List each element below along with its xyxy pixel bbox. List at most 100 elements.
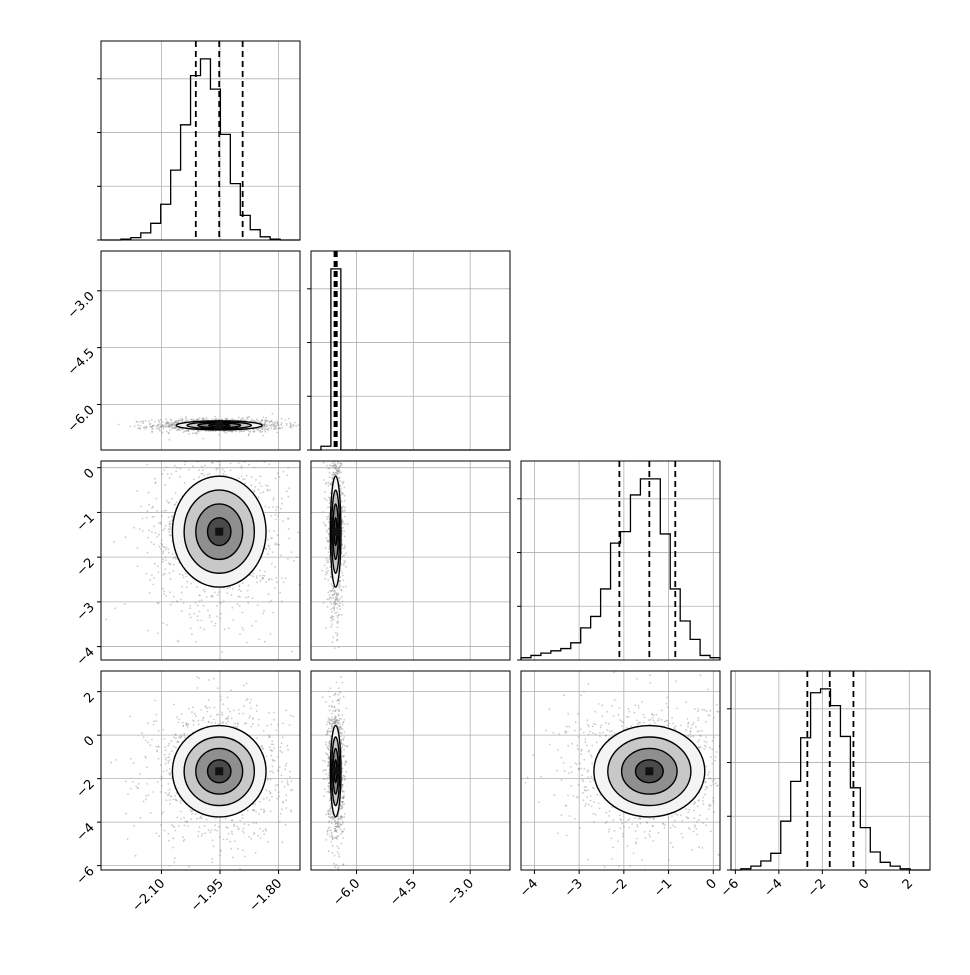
- scatter-point: [264, 571, 266, 573]
- scatter-point: [226, 432, 228, 434]
- scatter-point: [231, 717, 233, 719]
- scatter-point: [160, 824, 162, 826]
- scatter-point: [286, 780, 288, 782]
- scatter-point: [254, 486, 256, 488]
- histogram-step-p3: [521, 479, 720, 660]
- scatter-point: [267, 841, 269, 843]
- scatter-point: [269, 746, 271, 748]
- scatter-point: [338, 454, 340, 456]
- scatter-point: [267, 539, 269, 541]
- scatter-point: [130, 788, 132, 790]
- scatter-point: [331, 444, 333, 446]
- scatter-point: [334, 447, 336, 449]
- scatter-point: [274, 428, 276, 430]
- scatter-point: [164, 556, 166, 558]
- scatter-point: [246, 475, 248, 477]
- scatter-point: [164, 484, 166, 486]
- scatter-point: [155, 482, 157, 484]
- scatter-point: [295, 425, 297, 427]
- scatter-point: [156, 833, 158, 835]
- scatter-point: [276, 456, 278, 458]
- scatter-point: [262, 577, 264, 579]
- scatter-point: [285, 794, 287, 796]
- scatter-point: [326, 531, 328, 533]
- scatter-point: [336, 592, 338, 594]
- scatter-point: [169, 591, 171, 593]
- scatter-point: [153, 425, 155, 427]
- scatter-point: [272, 760, 274, 762]
- scatter-point: [293, 716, 295, 718]
- scatter-point: [227, 716, 229, 718]
- scatter-point: [162, 559, 164, 561]
- scatter-point: [263, 809, 265, 811]
- scatter-point: [261, 429, 263, 431]
- scatter-point: [229, 469, 231, 471]
- scatter-point: [192, 706, 194, 708]
- scatter-point: [220, 613, 222, 615]
- scatter-point: [162, 432, 164, 434]
- scatter-point: [185, 430, 187, 432]
- scatter-point: [270, 600, 272, 602]
- scatter-point: [172, 570, 174, 572]
- scatter-point: [212, 839, 214, 841]
- scatter-point: [333, 594, 335, 596]
- scatter-point: [272, 422, 274, 424]
- scatter-point: [343, 453, 345, 455]
- scatter-point: [274, 587, 276, 589]
- scatter-point: [308, 427, 310, 429]
- scatter-point: [183, 733, 185, 735]
- scatter-point: [193, 724, 195, 726]
- scatter-point: [232, 588, 234, 590]
- scatter-point: [331, 603, 333, 605]
- scatter-point: [338, 425, 340, 427]
- scatter-point: [169, 803, 171, 805]
- scatter-point: [228, 627, 230, 629]
- scatter-point: [180, 802, 182, 804]
- scatter-point: [267, 779, 269, 781]
- scatter-point: [147, 742, 149, 744]
- scatter-point: [342, 601, 344, 603]
- scatter-point: [197, 615, 199, 617]
- scatter-point: [183, 725, 185, 727]
- scatter-point: [265, 428, 267, 430]
- scatter-point: [167, 473, 169, 475]
- scatter-point: [246, 417, 248, 419]
- scatter-point: [165, 757, 167, 759]
- scatter-point: [242, 849, 244, 851]
- scatter-point: [333, 448, 335, 450]
- scatter-point: [344, 523, 346, 525]
- scatter-point: [255, 822, 257, 824]
- scatter-point: [192, 432, 194, 434]
- scatter-point: [227, 697, 229, 699]
- scatter-point: [235, 431, 237, 433]
- scatter-point: [269, 736, 271, 738]
- scatter-point: [174, 428, 176, 430]
- scatter-point: [251, 625, 253, 627]
- scatter-point: [161, 515, 163, 517]
- scatter-point: [325, 839, 327, 841]
- scatter-point: [165, 792, 167, 794]
- scatter-point: [161, 813, 163, 815]
- scatter-point: [202, 438, 204, 440]
- scatter-point: [156, 427, 158, 429]
- scatter-point: [162, 561, 164, 563]
- scatter-point: [242, 814, 244, 816]
- scatter-point: [213, 665, 215, 667]
- scatter-point: [262, 830, 264, 832]
- scatter-point: [166, 799, 168, 801]
- scatter-point: [149, 579, 151, 581]
- scatter-point: [258, 496, 260, 498]
- scatter-point: [105, 618, 107, 620]
- scatter-point: [224, 471, 226, 473]
- scatter-point: [336, 407, 338, 409]
- scatter-point: [272, 612, 274, 614]
- scatter-point: [165, 750, 167, 752]
- scatter-point: [333, 447, 335, 449]
- scatter-point: [240, 590, 242, 592]
- scatter-point: [152, 506, 154, 508]
- scatter-p1-p3: [101, 411, 333, 660]
- scatter-point: [338, 593, 340, 595]
- scatter-point: [199, 817, 201, 819]
- scatter-point: [160, 419, 162, 421]
- scatter-point: [335, 596, 337, 598]
